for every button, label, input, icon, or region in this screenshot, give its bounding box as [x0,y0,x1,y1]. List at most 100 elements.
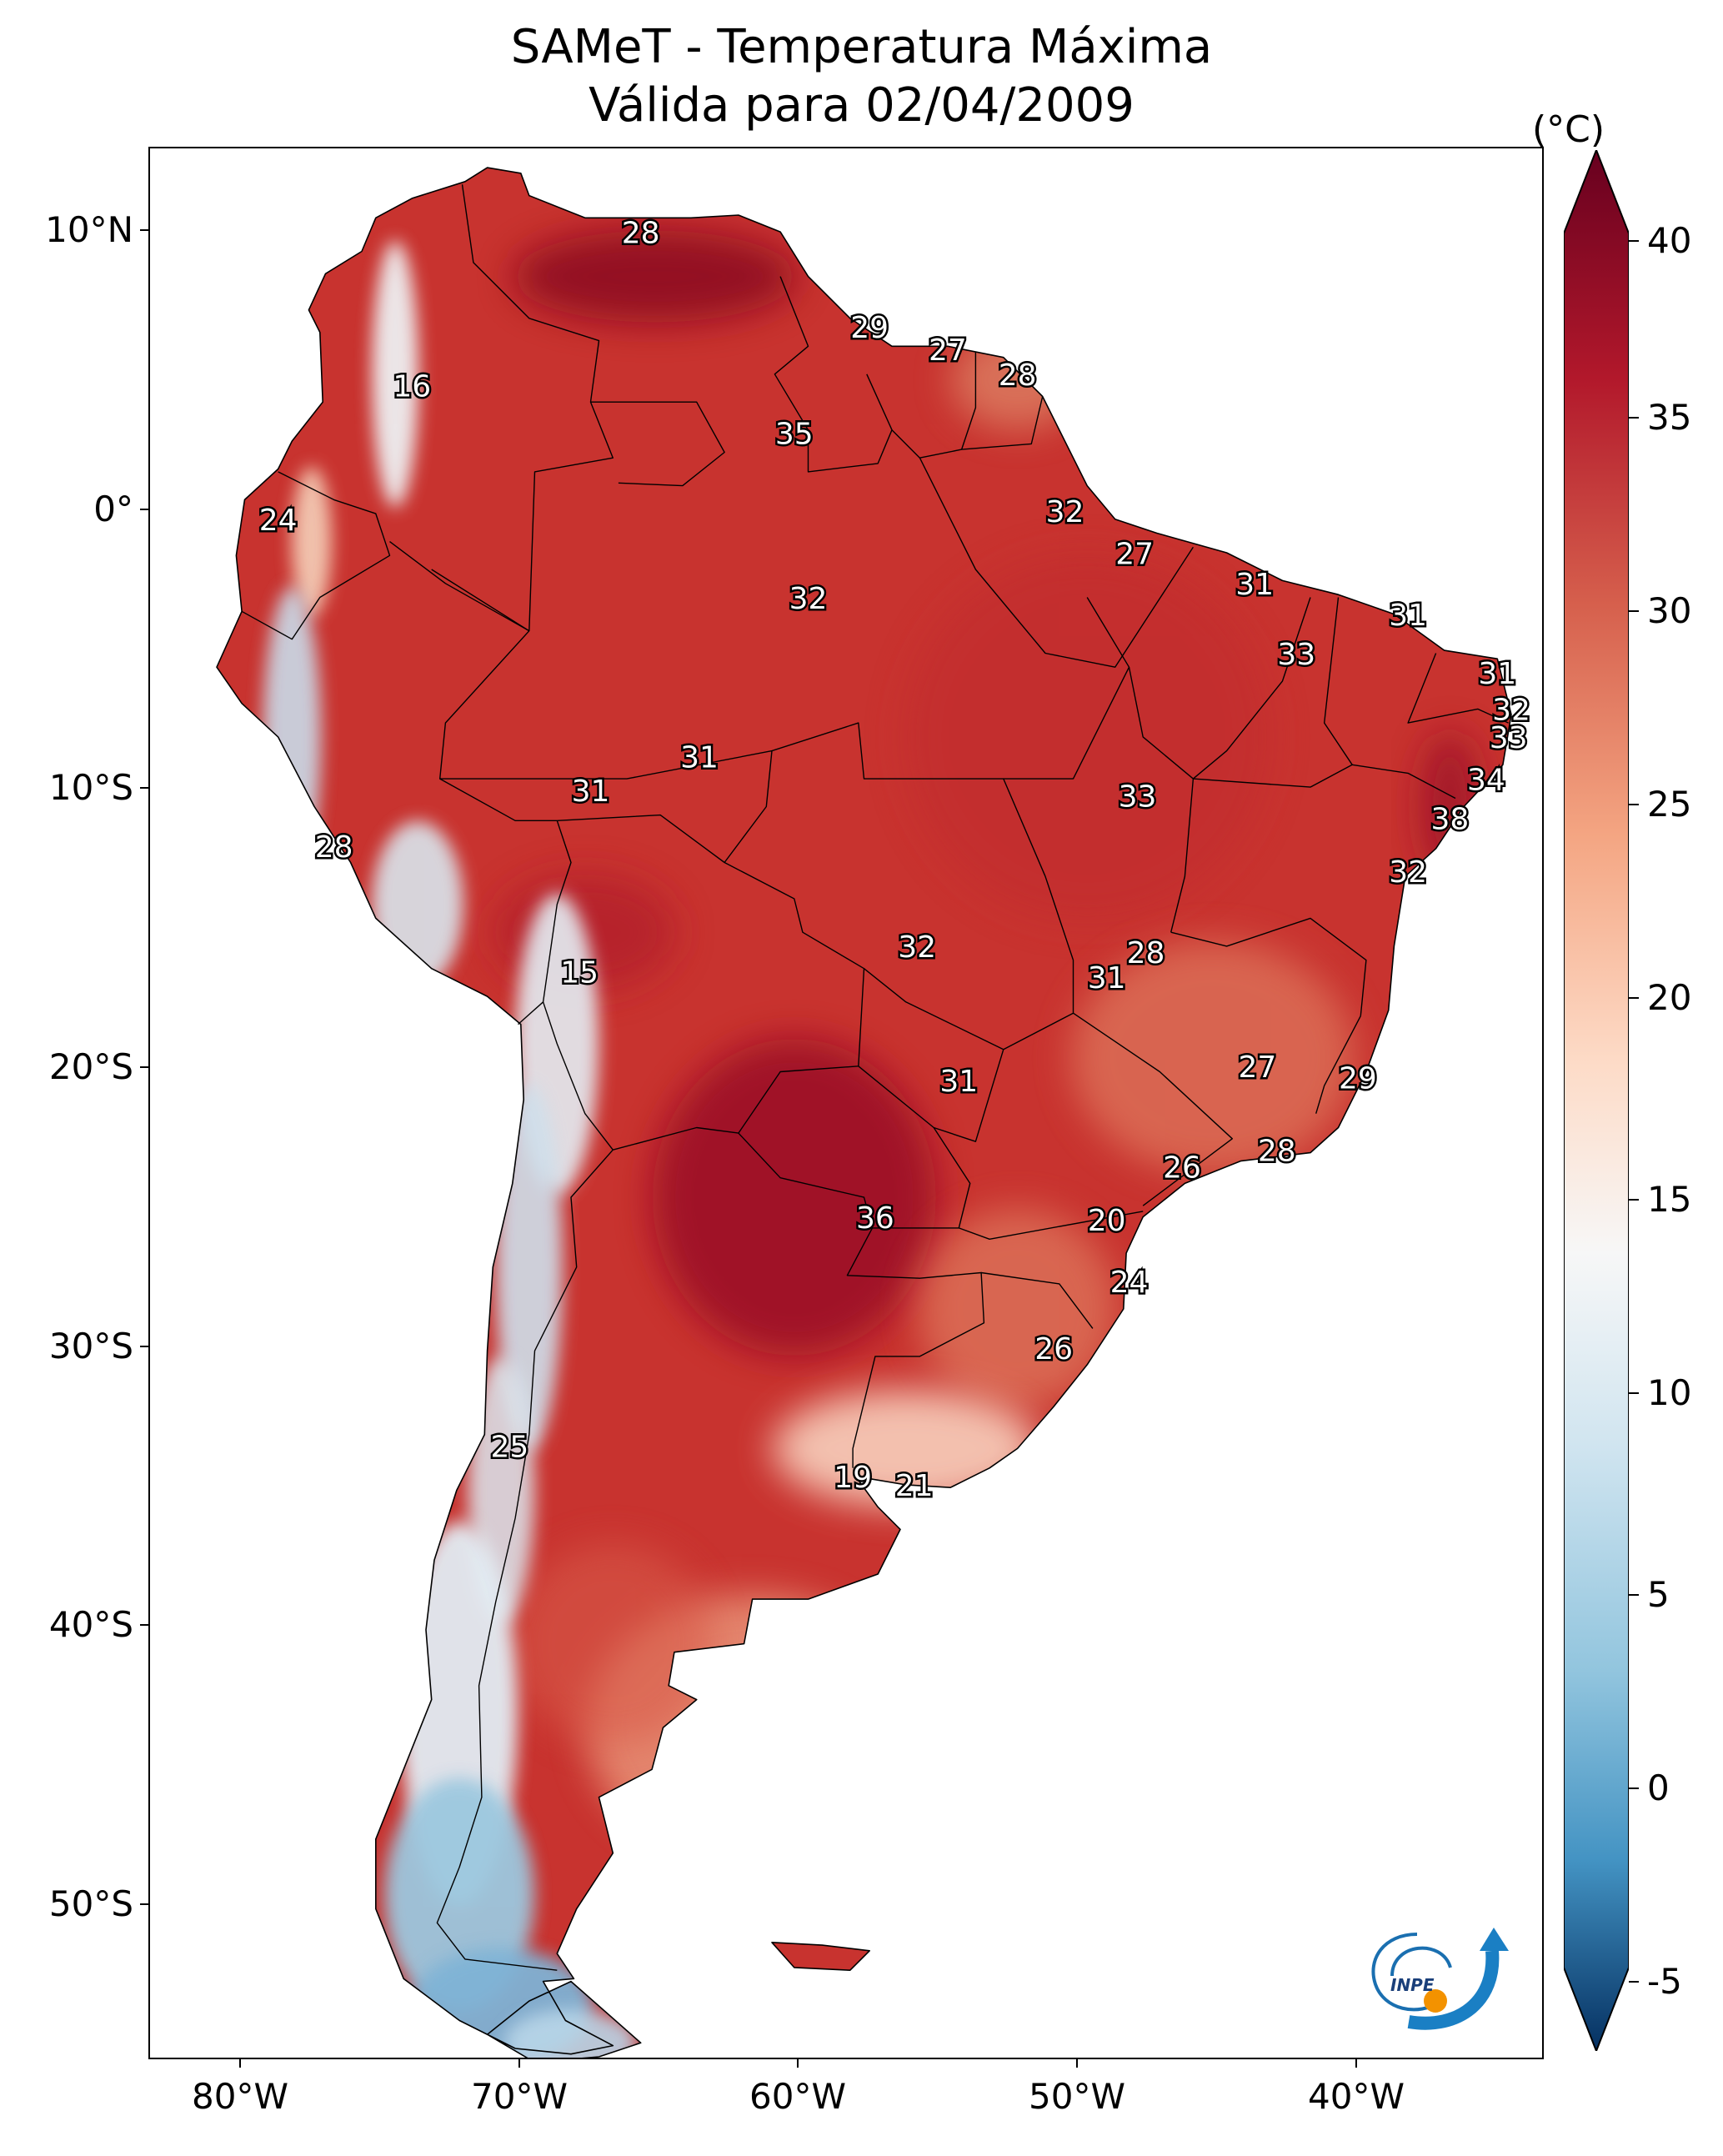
station-temperature-label: 28 [622,216,660,250]
country-border [241,471,391,640]
x-tick-mark [1355,2059,1357,2068]
coastline [216,167,1512,2058]
country-border [431,569,530,632]
temperature-patch [504,2009,639,2058]
country-border [1407,653,1509,724]
y-tick-label: 50°S [48,1883,133,1924]
colorbar-tick-mark [1629,1594,1639,1596]
temperature-patch [652,1039,936,1356]
colorbar-tick-label: -5 [1647,1961,1682,2002]
x-tick-mark [1076,2059,1078,2068]
station-temperature-label: 19 [834,1461,872,1495]
colorbar-tick-label: 25 [1647,784,1692,825]
y-tick-label: 10°N [45,209,133,250]
x-tick-label: 70°W [471,2076,568,2117]
y-tick-mark [140,1903,148,1905]
station-temperature-label: 32 [1389,855,1427,890]
station-temperature-label: 27 [929,333,967,368]
temperature-patch [291,466,332,617]
country-border [1073,1012,1233,1206]
country-border [774,276,893,473]
station-temperature-label: 27 [1115,537,1154,571]
country-border [738,1065,971,1229]
country-border [439,750,773,780]
colorbar-tick-label: 30 [1647,590,1692,631]
station-temperature-label: 32 [789,582,828,616]
x-tick-label: 50°W [1029,2076,1125,2117]
temperature-patch [917,1209,1118,1410]
station-temperature-label: 24 [1110,1266,1149,1300]
station-temperature-label: 28 [315,830,353,865]
country-border [518,1001,544,1025]
colorbar-tick-mark [1629,1981,1639,1983]
station-temperature-label: 27 [1238,1050,1276,1085]
colorbar-tick-mark [1629,1392,1639,1394]
y-tick-mark [140,787,148,789]
temperature-patch [1070,940,1355,1175]
country-border [933,1049,1004,1142]
svg-text:INPE: INPE [1390,1975,1435,1995]
x-tick-mark [518,2059,520,2068]
colorbar-tick-mark [1629,804,1639,805]
colorbar-tick-label: 10 [1647,1372,1692,1413]
x-tick-mark [239,2059,241,2068]
x-tick-label: 40°W [1308,2076,1405,2117]
country-border [1170,917,1367,1016]
station-temperature-label: 36 [856,1201,894,1236]
station-temperature-label: 16 [393,370,431,404]
y-tick-label: 40°S [48,1604,133,1645]
station-temperature-label: 31 [572,775,610,809]
station-temperature-label: 26 [1163,1151,1201,1186]
station-temperature-label: 31 [1088,961,1126,995]
station-temperature-label: 28 [999,358,1037,393]
station-temperature-label: 33 [1277,638,1315,672]
temperature-patch [904,553,1271,920]
colorbar-tick-mark [1629,417,1639,419]
station-temperature-label: 35 [775,417,814,451]
colorbar-tick-mark [1629,997,1639,999]
station-temperature-label: 32 [1492,694,1530,728]
country-border [981,1271,1094,1329]
land-temperature-field [217,168,1511,2058]
colorbar [1564,150,1629,2051]
temperature-patch [371,820,463,988]
x-tick-mark [797,2059,799,2068]
country-border [461,184,614,631]
colorbar-tick-mark [1629,1787,1639,1789]
country-border [961,396,1044,450]
colorbar-tick-mark [1629,1199,1639,1201]
station-temperature-label: 34 [1467,763,1505,797]
map-area: 28 29 27 28 16 35 32 24 27 31 32 31 33 31 32 33 31 34 31 33… [148,147,1544,2059]
station-temperature-label: 32 [898,930,936,965]
country-border [959,1211,1144,1240]
y-tick-mark [140,229,148,231]
country-border [919,457,1194,668]
country-border [590,401,725,487]
colorbar-tick-label: 40 [1647,220,1692,261]
station-temperature-label: 26 [1034,1332,1073,1366]
station-temperature-label: 31 [939,1065,978,1099]
country-border [1315,1015,1361,1114]
temperature-patch [513,230,797,323]
y-tick-label: 10°S [48,767,133,808]
country-border [1192,597,1311,780]
temperature-patch [372,240,419,508]
country-border [436,1149,614,1971]
y-tick-label: 30°S [48,1326,133,1366]
temperature-patch [513,1543,714,1744]
station-temperature-label: 29 [850,311,889,345]
station-temperature-label: 28 [1127,936,1165,970]
y-tick-mark [140,509,148,510]
station-temperature-label: 32 [1046,495,1084,529]
country-border [724,597,1130,863]
station-temperature-label: 25 [490,1430,528,1464]
station-temperature-label: 21 [895,1469,934,1503]
station-temperature-label: 31 [1235,568,1274,602]
station-temperature-label: 31 [1478,657,1516,691]
country-borders [216,167,1512,2058]
station-temperature-label: 29 [1339,1062,1377,1096]
colorbar-tick-mark [1629,240,1639,242]
station-temperature-label: 28 [1258,1135,1296,1169]
